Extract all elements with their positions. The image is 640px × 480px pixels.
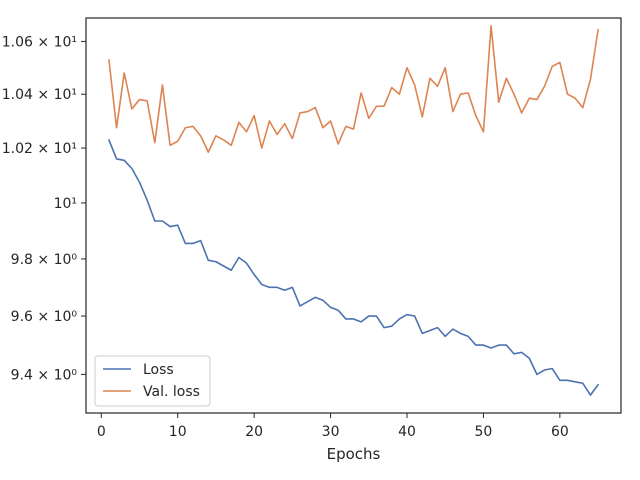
y-tick-label: 10¹ <box>54 196 77 212</box>
legend: Loss Val. loss <box>94 355 211 407</box>
y-tick-label: 9.4 × 10⁰ <box>11 367 78 383</box>
x-tick-label: 0 <box>97 424 106 440</box>
series-lines <box>108 24 599 396</box>
x-axis-ticks: 0 10 20 30 40 50 60 <box>97 413 569 440</box>
legend-label-loss: Loss <box>143 362 174 378</box>
legend-label-val-loss: Val. loss <box>143 384 200 400</box>
x-tick-label: 20 <box>245 424 263 440</box>
x-tick-label: 30 <box>322 424 340 440</box>
x-axis-label: Epochs <box>327 445 381 463</box>
x-tick-label: 10 <box>169 424 187 440</box>
y-axis-ticks: 9.4 × 10⁰ 9.6 × 10⁰ 9.8 × 10⁰ 10¹ 1.02 × 10¹… <box>2 34 86 383</box>
y-tick-label: 1.02 × 10¹ <box>2 141 77 157</box>
y-tick-label: 1.04 × 10¹ <box>2 87 77 103</box>
x-tick-label: 40 <box>398 424 416 440</box>
x-tick-label: 50 <box>475 424 493 440</box>
y-tick-label: 9.8 × 10⁰ <box>11 252 78 268</box>
series-line-val-loss <box>108 24 599 153</box>
x-tick-label: 60 <box>551 424 569 440</box>
y-tick-label: 9.6 × 10⁰ <box>11 309 78 325</box>
y-tick-label: 1.06 × 10¹ <box>2 34 77 50</box>
series-line-loss <box>108 139 599 396</box>
axes-frame <box>85 17 622 414</box>
